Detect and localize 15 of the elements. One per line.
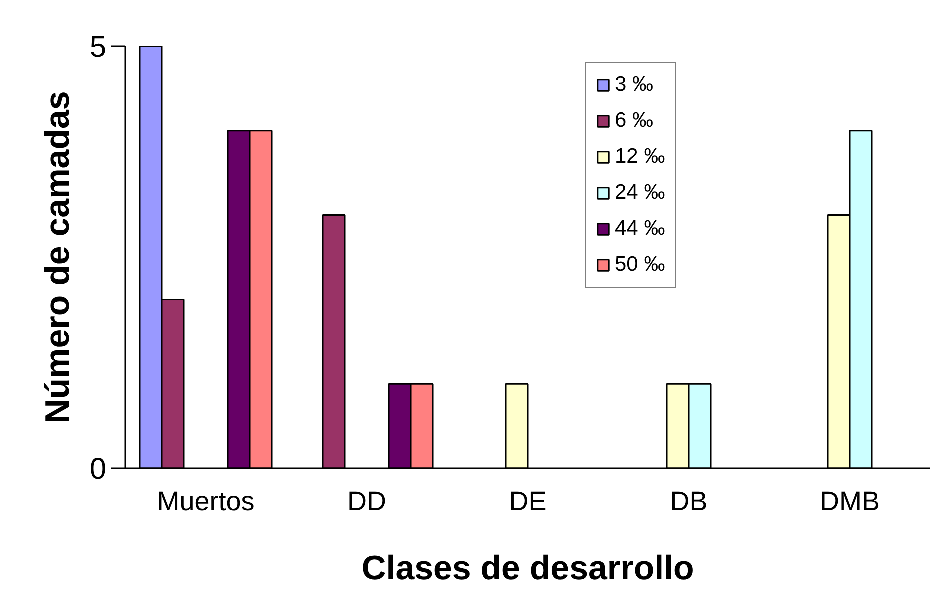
y-axis-title: Número de camadas — [38, 91, 77, 424]
legend-label: 44 ‰ — [615, 217, 666, 241]
legend-label: 12 ‰ — [615, 145, 666, 169]
y-tick-label: 0 — [90, 453, 107, 486]
x-tick-label: Muertos — [157, 486, 255, 516]
legend-label: 6 ‰ — [615, 109, 654, 133]
legend-label: 3 ‰ — [615, 73, 654, 97]
x-tick-label: DE — [509, 486, 547, 516]
legend-label: 24 ‰ — [615, 181, 666, 205]
x-tick-label: DB — [670, 486, 708, 516]
legend-label: 50 ‰ — [615, 253, 666, 277]
x-axis-title: Clases de desarrollo — [362, 550, 694, 588]
x-tick-label: DD — [348, 486, 386, 516]
x-tick-label: DMB — [820, 486, 880, 516]
y-tick-label: 5 — [90, 31, 107, 64]
